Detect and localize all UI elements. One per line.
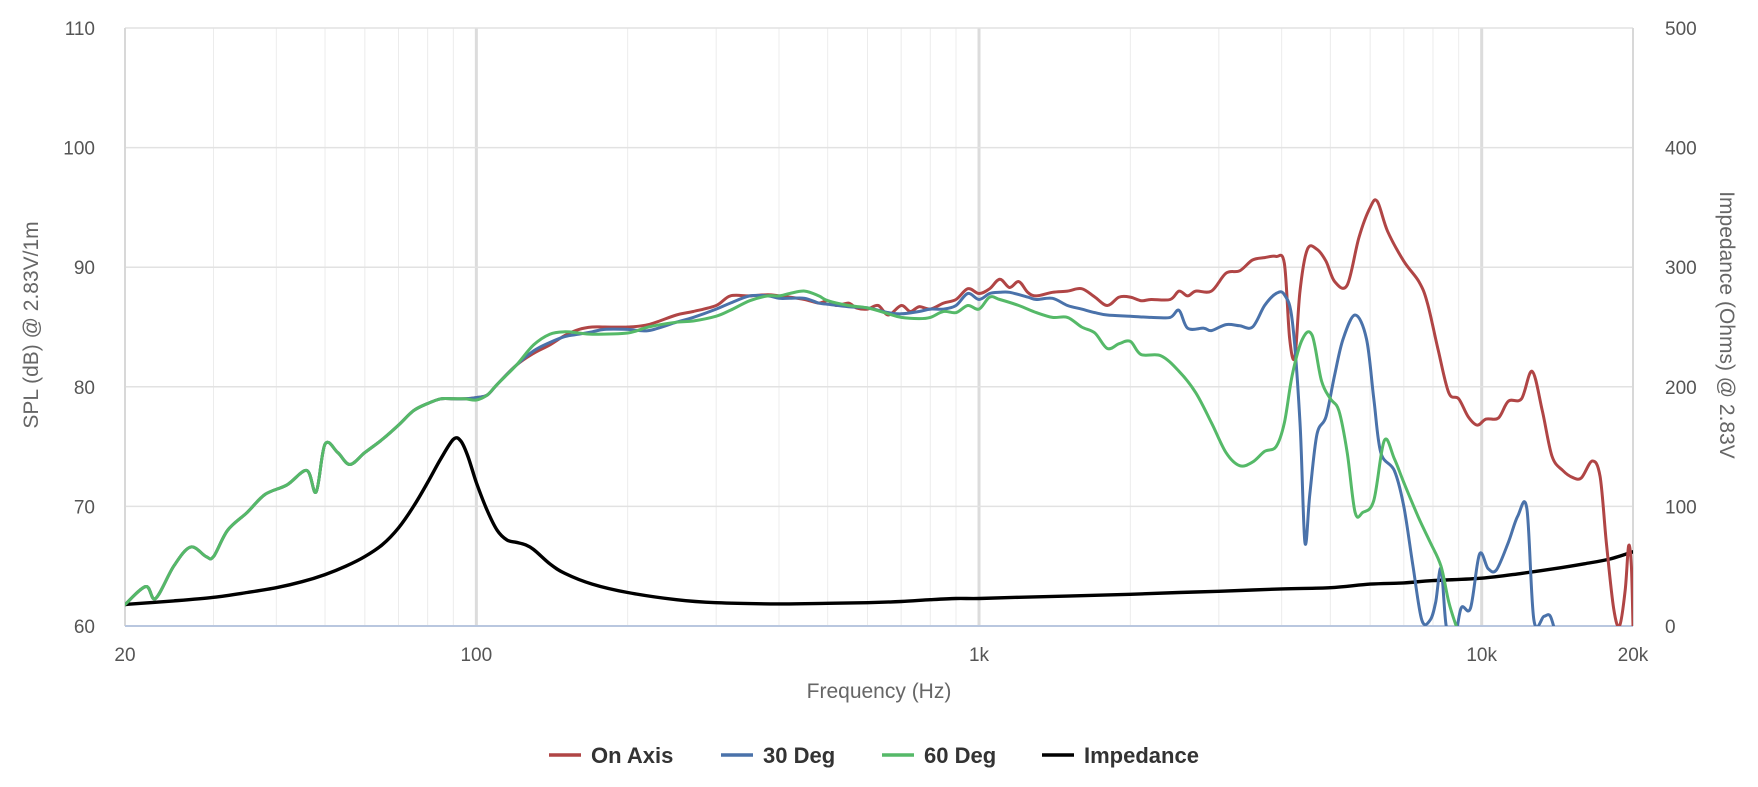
- tick-labels: 20 100 1k 10k 20k 60 70 80 90 100 110 0 100 200 300 400…: [63, 19, 1696, 666]
- plot-series: [125, 198, 1633, 626]
- x-tick-label: 20k: [1618, 645, 1649, 666]
- legend-item-60-deg[interactable]: 60 Deg: [882, 743, 996, 768]
- series-60-deg: [125, 289, 1458, 626]
- y-tick-label: 90: [74, 258, 95, 279]
- legend: On Axis 30 Deg 60 Deg Impedance: [549, 743, 1199, 768]
- legend-item-30-deg[interactable]: 30 Deg: [721, 743, 835, 768]
- y2-axis-title: Impedance (Ohms) @ 2.83V: [1715, 191, 1738, 459]
- y-tick-label: 100: [63, 139, 95, 160]
- legend-label-impedance: Impedance: [1084, 743, 1199, 768]
- y2-tick-label: 0: [1665, 617, 1676, 638]
- x-axis-title: Frequency (Hz): [807, 680, 952, 703]
- legend-item-on-axis[interactable]: On Axis: [549, 743, 673, 768]
- y2-tick-label: 500: [1665, 19, 1697, 40]
- y2-tick-label: 100: [1665, 497, 1697, 518]
- minor-gridlines: [213, 28, 1460, 626]
- series-30-deg: [125, 290, 1556, 626]
- series-impedance: [125, 436, 1633, 607]
- x-tick-label: 100: [460, 645, 492, 666]
- major-gridlines: [125, 27, 1633, 627]
- x-tick-label: 20: [114, 645, 135, 666]
- legend-label-60-deg: 60 Deg: [924, 743, 996, 768]
- x-tick-label: 1k: [969, 645, 990, 666]
- y-tick-label: 110: [65, 19, 95, 40]
- y2-tick-label: 200: [1665, 378, 1697, 399]
- legend-label-30-deg: 30 Deg: [763, 743, 835, 768]
- x-tick-label: 10k: [1466, 645, 1497, 666]
- y2-tick-label: 300: [1665, 258, 1697, 279]
- y-tick-label: 60: [74, 617, 95, 638]
- y-tick-label: 80: [74, 378, 95, 399]
- y-axis-title: SPL (dB) @ 2.83V/1m: [20, 221, 43, 428]
- y2-tick-label: 400: [1665, 139, 1697, 160]
- legend-label-on-axis: On Axis: [591, 743, 673, 768]
- y-tick-label: 70: [74, 497, 95, 518]
- axes: [124, 28, 1634, 627]
- legend-item-impedance[interactable]: Impedance: [1042, 743, 1199, 768]
